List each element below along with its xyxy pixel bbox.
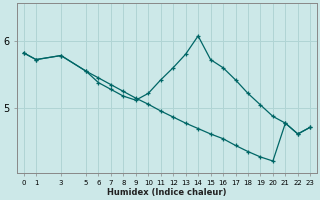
X-axis label: Humidex (Indice chaleur): Humidex (Indice chaleur) — [107, 188, 227, 197]
